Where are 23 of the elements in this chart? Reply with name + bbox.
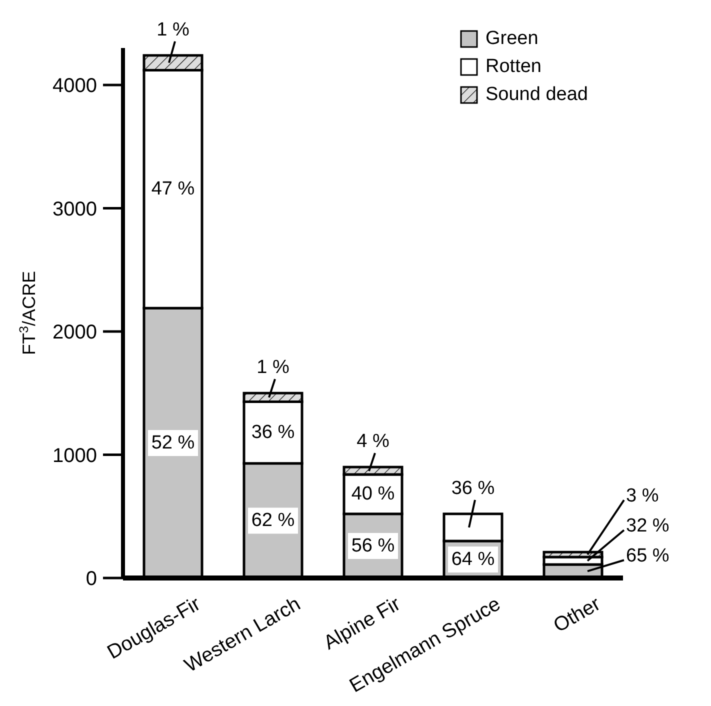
annotation: 40 % <box>351 484 395 505</box>
annotation: 1 % <box>256 357 290 378</box>
annotation: 65 % <box>626 546 670 567</box>
legend-label: Sound dead <box>486 84 588 106</box>
y-tick-label: 1000 <box>52 444 97 467</box>
annotation: 3 % <box>626 486 659 507</box>
annotation: 62 % <box>251 510 295 532</box>
y-tick-label: 0 <box>86 568 97 590</box>
annotation: 32 % <box>626 516 670 537</box>
annotation: 47 % <box>151 178 195 200</box>
legend-label: Rotten <box>486 56 542 78</box>
legend-label: Green <box>486 28 538 50</box>
annotation: 56 % <box>351 535 395 556</box>
annotation: 1 % <box>156 19 190 40</box>
annotation: 36 % <box>451 478 495 499</box>
y-tick-label: 3000 <box>52 198 97 220</box>
annotation: 4 % <box>356 431 390 452</box>
y-tick-label: 4000 <box>52 75 97 98</box>
annotation: 36 % <box>251 422 295 444</box>
annotation: 64 % <box>451 549 495 570</box>
x-tick-label: Other <box>550 592 605 638</box>
annotation: 52 % <box>151 432 195 454</box>
y-tick-label: 2000 <box>52 322 97 344</box>
